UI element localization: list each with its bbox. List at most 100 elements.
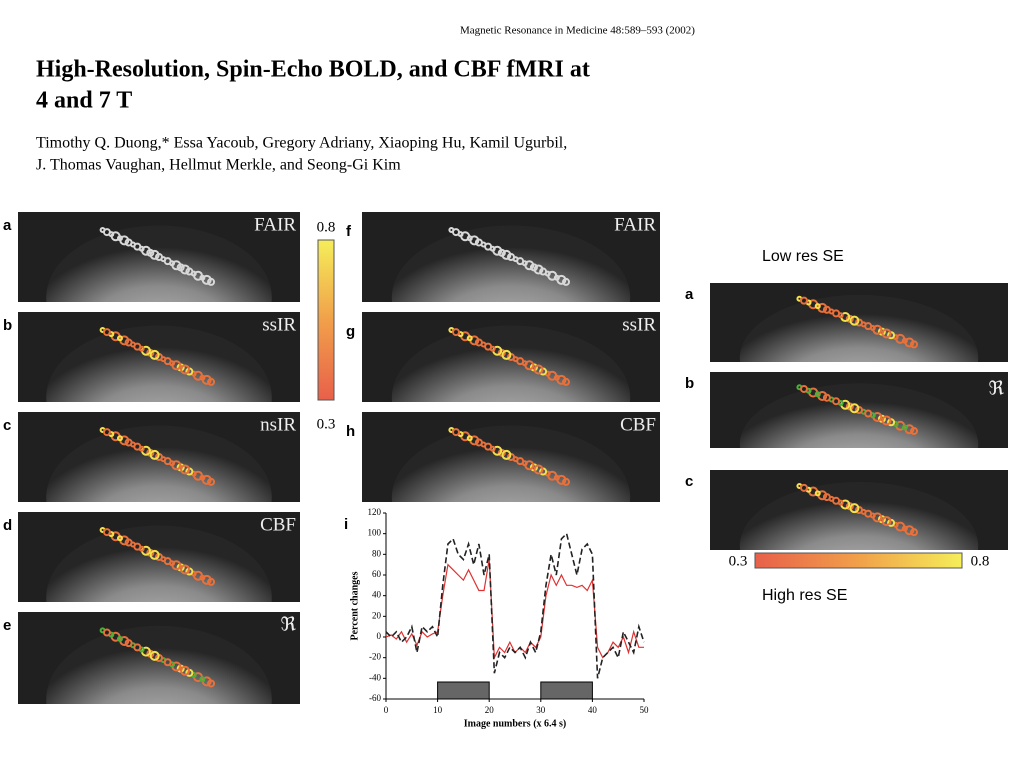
activation: [180, 264, 191, 275]
activation: [133, 442, 142, 451]
activation: [881, 516, 892, 527]
activation: [116, 335, 123, 342]
activation: [864, 509, 873, 518]
paper-title: 4 and 7 T: [36, 88, 132, 114]
activation: [180, 364, 191, 375]
activation: [199, 574, 206, 581]
activation: [832, 309, 841, 318]
activation: [484, 442, 493, 451]
panel-label: a: [3, 217, 12, 234]
activation: [849, 403, 860, 414]
y-tick-label: -60: [369, 693, 381, 703]
activation: [466, 335, 473, 342]
activation: [116, 535, 123, 542]
activation: [199, 676, 206, 683]
panel-label: b: [3, 317, 12, 334]
panel-label: b: [685, 375, 694, 392]
activation: [116, 435, 123, 442]
activation: [116, 635, 123, 642]
activation: [881, 415, 892, 426]
panel-label: a: [685, 286, 694, 303]
panel-label: d: [3, 517, 12, 534]
panel-label: h: [346, 423, 355, 440]
x-tick-label: 10: [433, 705, 443, 715]
activation: [199, 274, 206, 281]
activation: [466, 235, 473, 242]
activation: [881, 328, 892, 339]
activation: [516, 357, 525, 366]
y-tick-label: -20: [369, 652, 381, 662]
caption: High res SE: [762, 587, 847, 604]
activation: [451, 328, 460, 337]
colorbar-label: 0.3: [729, 553, 748, 569]
panel-tag: ℜ: [989, 378, 1005, 399]
activation: [102, 228, 111, 237]
activation: [814, 391, 821, 398]
panel-label: g: [346, 323, 355, 340]
activation: [163, 457, 172, 466]
y-tick-label: 60: [372, 569, 382, 579]
panel-tag: ssIR: [262, 314, 296, 335]
colorbar-label: 0.8: [971, 553, 990, 569]
panel-tag: CBF: [620, 414, 656, 435]
activation: [799, 384, 808, 393]
panel-tag: nsIR: [260, 414, 296, 435]
activation: [484, 242, 493, 251]
stimulus-block: [540, 681, 593, 700]
panel-tag: FAIR: [614, 214, 656, 235]
series-line: [385, 559, 644, 660]
authors: J. Thomas Vaughan, Hellmut Merkle, and S…: [36, 157, 401, 174]
activation: [864, 409, 873, 418]
stimulus-block: [437, 681, 490, 700]
colorbar: [317, 239, 335, 401]
activation: [133, 242, 142, 251]
activation: [516, 457, 525, 466]
activation: [553, 374, 560, 381]
paper-title: High-Resolution, Spin-Echo BOLD, and CBF…: [36, 57, 590, 83]
activation: [451, 228, 460, 237]
activation: [163, 257, 172, 266]
activation: [133, 342, 142, 351]
panel-label: c: [3, 417, 11, 434]
activation: [799, 483, 808, 492]
y-tick-label: 100: [368, 528, 382, 538]
x-tick-label: 40: [588, 705, 598, 715]
activation: [814, 303, 821, 310]
activation: [832, 496, 841, 505]
activation: [133, 542, 142, 551]
x-tick-label: 20: [485, 705, 495, 715]
x-axis-label: Image numbers (x 6.4 s): [464, 718, 567, 729]
y-tick-label: -40: [369, 672, 381, 682]
activation: [163, 357, 172, 366]
journal-ref: Magnetic Resonance in Medicine 48:589–59…: [460, 25, 695, 37]
activation: [814, 490, 821, 497]
activation: [149, 449, 160, 460]
x-tick-label: 30: [536, 705, 546, 715]
panel-label: f: [346, 223, 352, 240]
activation: [901, 424, 908, 431]
panel-tag: ℜ: [281, 614, 297, 635]
activation: [451, 428, 460, 437]
activation: [553, 274, 560, 281]
activation: [180, 464, 191, 475]
activation: [533, 364, 544, 375]
activation: [149, 549, 160, 560]
activation: [533, 264, 544, 275]
panel-label: e: [3, 617, 11, 634]
y-tick-label: 120: [368, 507, 382, 517]
authors: Timothy Q. Duong,* Essa Yacoub, Gregory …: [36, 135, 567, 152]
activation: [199, 374, 206, 381]
y-tick-label: 20: [372, 610, 382, 620]
y-tick-label: 40: [372, 590, 382, 600]
activation: [199, 474, 206, 481]
activation: [832, 397, 841, 406]
panel-tag: CBF: [260, 514, 296, 535]
cover: [362, 502, 660, 574]
activation: [149, 249, 160, 260]
colorbar: [754, 552, 963, 569]
activation: [901, 525, 908, 532]
activation: [102, 328, 111, 337]
colorbar-label: 0.8: [317, 219, 336, 235]
activation: [180, 564, 191, 575]
activation: [102, 628, 111, 637]
